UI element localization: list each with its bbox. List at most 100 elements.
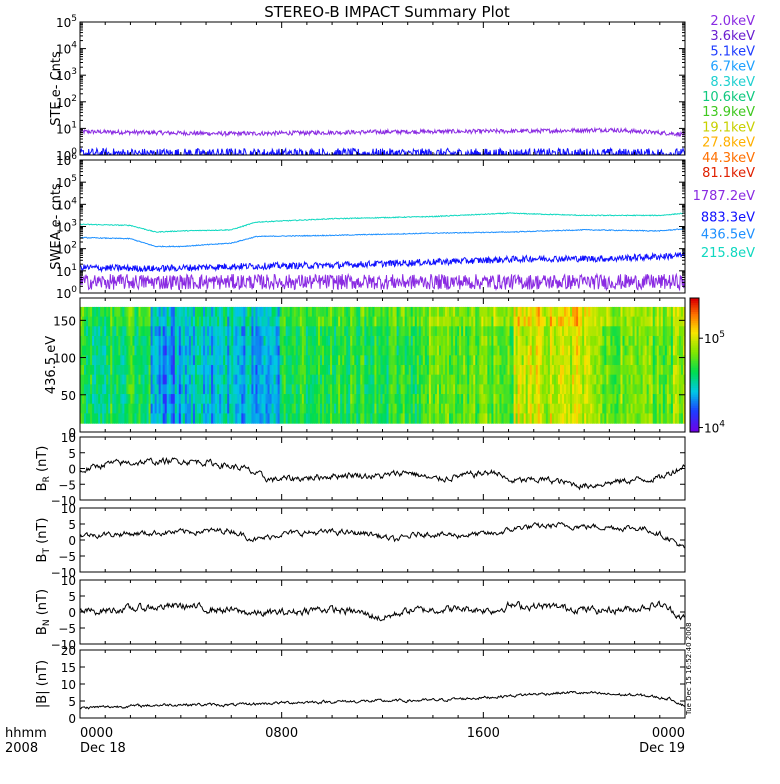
pad-heatmap-cell [366, 335, 369, 347]
pad-heatmap-cell [330, 384, 333, 395]
pad-heatmap-cell [168, 413, 172, 424]
pad-heatmap-cell [666, 345, 670, 356]
pad-heatmap-cell [465, 335, 468, 347]
pad-heatmap-cell [126, 374, 129, 385]
pad-heatmap-cell [104, 394, 107, 405]
pad-heatmap-cell [539, 413, 543, 424]
pad-heatmap-cell [374, 326, 378, 337]
pad-heatmap-cell [493, 345, 497, 356]
pad-heatmap-cell [644, 316, 648, 327]
pad-heatmap-cell [162, 394, 166, 405]
pad-heatmap-cell [590, 326, 593, 337]
pad-heatmap-cell [168, 384, 172, 395]
pad-heatmap-cell [586, 345, 589, 356]
pad-heatmap-cell [285, 355, 289, 366]
pad-heatmap-cell [658, 365, 662, 376]
pad-heatmap-cell [235, 316, 238, 327]
pad-heatmap-cell [541, 355, 545, 366]
pad-heatmap-cell [198, 365, 202, 376]
pad-heatmap-cell [211, 316, 214, 327]
pad-heatmap-cell [217, 365, 220, 376]
pad-heatmap-cell [235, 355, 238, 366]
pad-heatmap-cell [243, 335, 246, 347]
pad-heatmap-cell [182, 335, 186, 347]
pad-heatmap-cell [303, 384, 307, 395]
pad-heatmap-cell [604, 316, 607, 327]
pad-heatmap-cell [408, 403, 412, 414]
pad-heatmap-cell [132, 345, 136, 356]
pad-heatmap-cell [356, 306, 359, 318]
pad-heatmap-cell [457, 355, 460, 366]
pad-heatmap-cell [142, 365, 146, 376]
pad-heatmap-cell [682, 374, 686, 385]
pad-heatmap-cell [398, 394, 402, 405]
pad-heatmap-cell [332, 326, 335, 337]
pad-heatmap-cell [521, 403, 525, 414]
pad-heatmap-cell [463, 365, 466, 376]
pad-heatmap-cell [334, 355, 337, 366]
pad-heatmap-cell [102, 384, 105, 395]
pad-heatmap-cell [80, 355, 83, 366]
legend-entry-5.1keV: 5.1keV [710, 44, 755, 59]
pad-heatmap-cell [465, 403, 468, 414]
pad-heatmap-cell [453, 345, 456, 356]
pad-heatmap-cell [467, 326, 470, 337]
pad-heatmap-cell [249, 403, 253, 414]
pad-heatmap-cell [594, 306, 597, 318]
pad-heatmap-cell [598, 335, 601, 347]
pad-heatmap-cell [402, 316, 406, 327]
swea-series-line-0 [80, 212, 685, 233]
pad-heatmap-cell [219, 345, 222, 356]
pad-heatmap-cell [213, 316, 216, 327]
pad-heatmap-cell [269, 355, 273, 366]
pad-heatmap-cell [120, 374, 123, 385]
pad-heatmap-cell [110, 403, 113, 414]
pad-heatmap-cell [517, 403, 521, 414]
pad-heatmap-cell [106, 355, 109, 366]
pad-heatmap-cell [596, 403, 599, 414]
pad-heatmap-cell [112, 335, 115, 347]
pad-heatmap-cell [166, 413, 170, 424]
pad-heatmap-cell [287, 326, 291, 337]
pad-heatmap-cell [545, 365, 549, 376]
pad-heatmap-cell [586, 394, 589, 405]
pad-heatmap-cell [227, 335, 230, 347]
pad-heatmap-cell [309, 374, 313, 385]
pad-heatmap-cell [555, 316, 559, 327]
pad-heatmap-cell [190, 374, 194, 385]
pad-heatmap-cell [416, 374, 420, 385]
pad-heatmap-cell [604, 413, 607, 424]
pad-heatmap-cell [84, 316, 87, 327]
pad-heatmap-cell [662, 384, 666, 395]
pad-heatmap-cell [231, 384, 234, 395]
pad-heatmap-cell [168, 306, 172, 318]
pad-heatmap-cell [293, 384, 297, 395]
pad-heatmap-cell [515, 345, 519, 356]
pad-heatmap-cell [108, 413, 111, 424]
pad-heatmap-cell [430, 306, 434, 318]
pad-heatmap-cell [160, 355, 164, 366]
pad-heatmap-cell [192, 306, 196, 318]
pad-heatmap-cell [104, 326, 107, 337]
pad-heatmap-cell [217, 394, 220, 405]
pad-heatmap-cell [501, 403, 505, 414]
pad-heatmap-cell [80, 306, 83, 318]
pad-heatmap-cell [394, 345, 398, 356]
pad-heatmap-cell [406, 403, 410, 414]
pad-heatmap-cell [243, 355, 246, 366]
colorbar-segment [690, 302, 699, 306]
pad-heatmap-cell [497, 316, 501, 327]
pad-heatmap-cell [360, 326, 363, 337]
pad-heatmap-cell [281, 306, 285, 318]
pad-heatmap-cell [457, 365, 460, 376]
pad-heatmap-cell [207, 365, 210, 376]
pad-heatmap-cell [430, 394, 434, 405]
pad-heatmap-cell [346, 394, 349, 405]
pad-heatmap-cell [186, 403, 190, 414]
pad-heatmap-cell [186, 306, 190, 318]
pad-heatmap-cell [334, 365, 337, 376]
pad-heatmap-cell [475, 355, 478, 366]
pad-heatmap-cell [336, 345, 339, 356]
pad-heatmap-cell [509, 403, 513, 414]
pad-heatmap-cell [319, 394, 323, 405]
